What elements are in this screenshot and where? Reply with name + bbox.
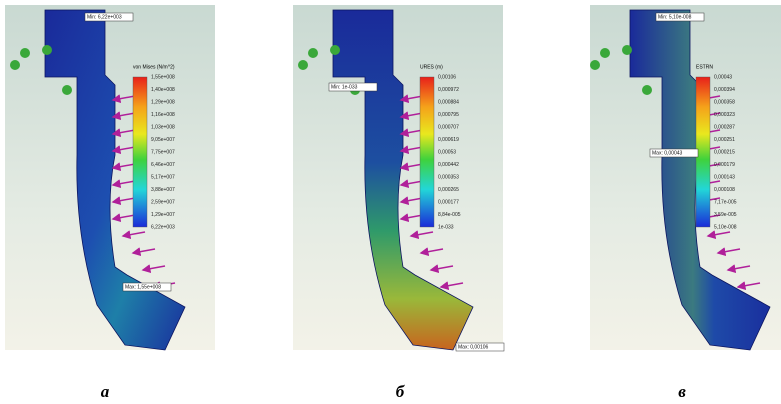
legend-label: 0,000215 xyxy=(714,149,735,155)
legend-label: 3,59e-005 xyxy=(714,212,737,218)
legend-label: 1,03e+008 xyxy=(151,124,175,130)
probe-label: Min: 1e-033 xyxy=(331,84,358,90)
legend-label: 0,000972 xyxy=(438,87,459,93)
fixture-icon xyxy=(298,60,308,70)
probe-label: Min: 5,10e-008 xyxy=(658,14,692,20)
fixture-icon xyxy=(20,48,30,58)
legend-label: 0,00106 xyxy=(438,74,456,80)
fixture-icon xyxy=(590,60,600,70)
fixture-icon xyxy=(62,85,72,95)
legend-label: 0,000143 xyxy=(714,174,735,180)
figure: von Mises (N/m^2) 1,55e+008 1,40e+008 1,29e… xyxy=(0,0,781,404)
legend-label: 7,75e+007 xyxy=(151,149,175,155)
legend-label: 0,000707 xyxy=(438,124,459,130)
fixture-icon xyxy=(308,48,318,58)
fixture-icon xyxy=(622,45,632,55)
legend-colorbar xyxy=(420,77,434,227)
legend-label: 0,00053 xyxy=(438,149,456,155)
panel: URES (m) 0,00106 0,000972 0,000884 0,000795 0… xyxy=(293,5,504,351)
panel: ESTRN0,00043 0,000394 0,000358 0,000323 0,00… xyxy=(590,5,781,350)
legend-colorbar xyxy=(133,77,147,227)
fixture-icon xyxy=(42,45,52,55)
fixture-icon xyxy=(10,60,20,70)
legend-label: 0,000323 xyxy=(714,112,735,118)
legend-label: 1,16e+008 xyxy=(151,112,175,118)
legend-label: 1,29e+007 xyxy=(151,212,175,218)
legend-label: 0,000884 xyxy=(438,99,459,105)
legend-label: 0,000442 xyxy=(438,162,459,168)
probe-label: Max: 1,55e+008 xyxy=(125,284,161,290)
panel: von Mises (N/m^2) 1,55e+008 1,40e+008 1,29e… xyxy=(5,5,215,350)
legend-label: 8,84e-005 xyxy=(438,212,461,218)
legend-label: 0,000353 xyxy=(438,174,459,180)
legend-label: 1,29e+008 xyxy=(151,99,175,105)
legend-label: 5,17e+007 xyxy=(151,174,175,180)
panel-caption: а xyxy=(101,382,110,401)
legend-label: 0,000358 xyxy=(714,99,735,105)
legend-label: 0,000394 xyxy=(714,87,735,93)
legend-label: 2,59e+007 xyxy=(151,199,175,205)
panel-caption: в xyxy=(678,382,686,401)
fixture-icon xyxy=(600,48,610,58)
legend-label: 1e-033 xyxy=(438,224,454,230)
legend-label: 0,000287 xyxy=(714,124,735,130)
legend-label: 1,40e+008 xyxy=(151,87,175,93)
legend-label: 6,22e+003 xyxy=(151,224,175,230)
legend-title: URES (m) xyxy=(420,64,443,70)
legend-label: 0,000795 xyxy=(438,112,459,118)
probe-label: Min: 6,22e+003 xyxy=(87,14,122,20)
legend-label: 7,17e-005 xyxy=(714,199,737,205)
legend-label: 0,000619 xyxy=(438,137,459,143)
fixture-icon xyxy=(642,85,652,95)
legend-label: 0,000177 xyxy=(438,199,459,205)
legend-label: 9,05e+007 xyxy=(151,137,175,143)
legend-title: von Mises (N/m^2) xyxy=(133,64,175,70)
legend-label: 0,00043 xyxy=(714,74,732,80)
panel-caption: б xyxy=(396,382,406,401)
probe-label: Max: 0,00106 xyxy=(458,344,489,350)
legend-label: 0,000108 xyxy=(714,187,735,193)
legend-label: 0,000265 xyxy=(438,187,459,193)
legend-title: ESTRN xyxy=(696,64,713,70)
legend-label: 3,88e+007 xyxy=(151,187,175,193)
legend-label: 1,55e+008 xyxy=(151,74,175,80)
legend-label: 0,000179 xyxy=(714,162,735,168)
probe-label: Max: 0,00043 xyxy=(652,150,683,156)
legend-label: 0,000251 xyxy=(714,137,735,143)
fixture-icon xyxy=(330,45,340,55)
legend-label: 6,46e+007 xyxy=(151,162,175,168)
legend-label: 5,10e-008 xyxy=(714,224,737,230)
